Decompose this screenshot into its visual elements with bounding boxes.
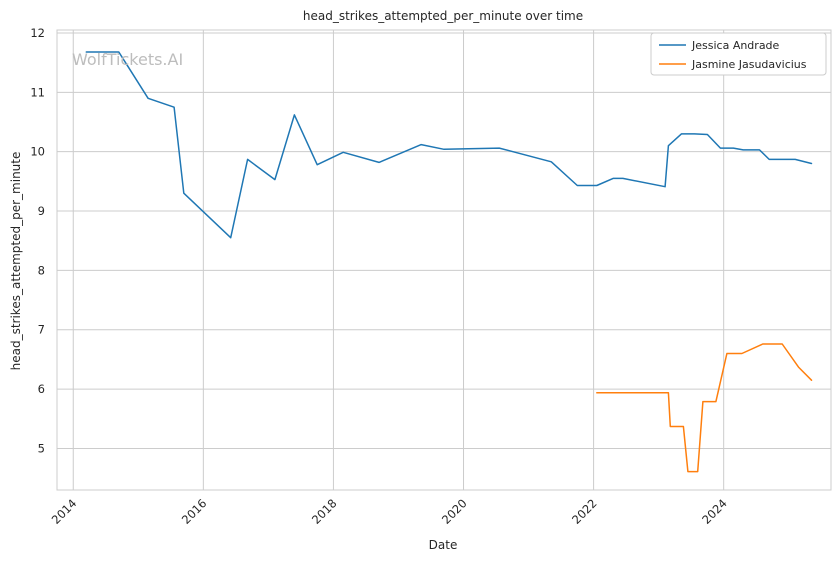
y-tick-label: 11 — [30, 85, 45, 99]
y-tick-label: 7 — [38, 323, 45, 337]
legend: Jessica Andrade Jasmine Jasudavicius — [650, 32, 827, 76]
y-tick-label: 6 — [38, 382, 45, 396]
series-line-jasmine-jasudavicius — [596, 343, 813, 473]
plot-frame — [56, 29, 832, 491]
y-axis-label: head_strikes_attempted_per_minute — [9, 152, 23, 371]
series-layer — [85, 51, 813, 473]
y-tick-label: 10 — [30, 145, 45, 159]
y-tick-label: 12 — [30, 26, 45, 40]
x-axis-label: Date — [429, 538, 458, 552]
y-tick-label: 9 — [38, 204, 45, 218]
y-tick-label: 5 — [38, 441, 45, 455]
series-line-jessica-andrade — [85, 51, 813, 239]
y-axis-ticks: 5 6 7 8 9 10 11 12 — [30, 26, 45, 455]
y-tick-label: 8 — [38, 263, 45, 277]
watermark-text: WolfTickets.AI — [72, 50, 183, 69]
legend-label-jessica-andrade: Jessica Andrade — [691, 39, 780, 52]
chart-title: head_strikes_attempted_per_minute over t… — [303, 9, 583, 23]
legend-label-jasmine-jasudavicius: Jasmine Jasudavicius — [691, 58, 807, 71]
legend-frame — [650, 32, 827, 76]
